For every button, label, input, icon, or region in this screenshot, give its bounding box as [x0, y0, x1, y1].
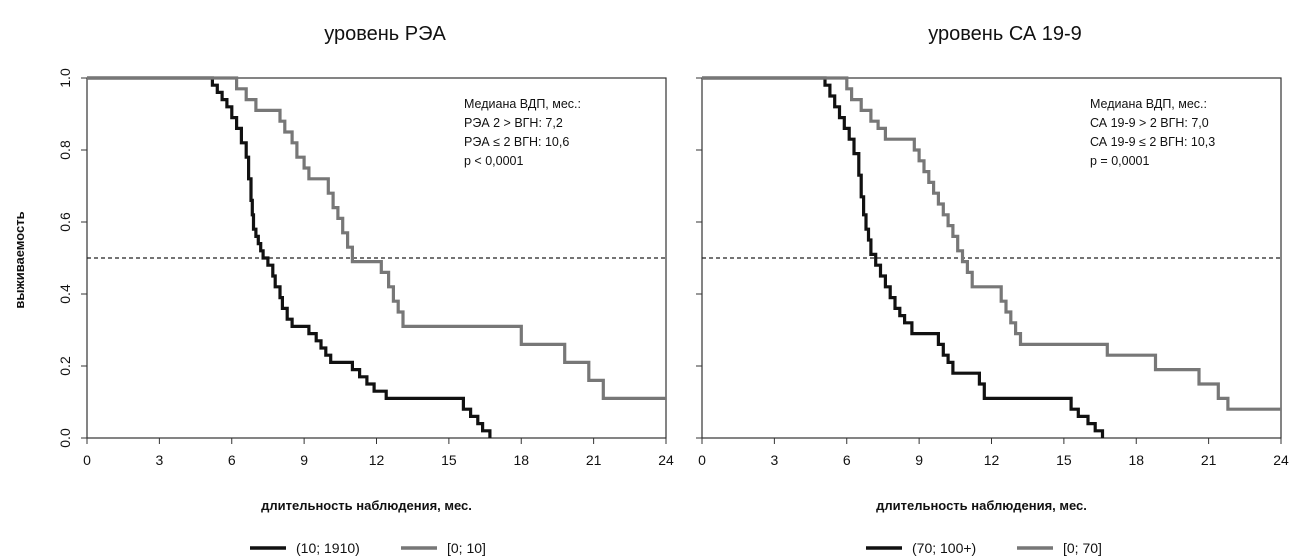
- x-tick-label: 6: [843, 452, 851, 468]
- legend-label: [0; 70]: [1063, 540, 1102, 556]
- survival-curve-2: [87, 76, 666, 400]
- y-axis-label: выживаемость: [12, 211, 27, 308]
- x-tick-label: 3: [155, 452, 163, 468]
- x-tick-label: 21: [1201, 452, 1217, 468]
- y-tick-label: 0.0: [57, 428, 73, 448]
- x-tick-label: 9: [915, 452, 923, 468]
- y-tick-label: 0.2: [57, 356, 73, 376]
- annotation-line: p < 0,0001: [464, 154, 523, 168]
- x-tick-label: 18: [1128, 452, 1144, 468]
- x-tick-label: 18: [513, 452, 529, 468]
- x-axis-label: длительность наблюдения, мес.: [876, 498, 1087, 513]
- survival-curve-2: [702, 76, 1281, 411]
- annotation-line: РЭА 2 > ВГН: 7,2: [464, 116, 563, 130]
- x-tick-label: 3: [770, 452, 778, 468]
- x-axis-label: длительность наблюдения, мес.: [261, 498, 472, 513]
- chart-title: уровень РЭА: [324, 23, 446, 45]
- x-tick-label: 0: [83, 452, 91, 468]
- chart-panel-2: уровень СА 19-9 0 3 6 9 12 15 18 21 24 Медиана ВДП…: [696, 23, 1289, 556]
- chart-panel-1: уровень РЭА 0 3 6 9 12 15 18 21 24 0.0 0.2 0.4 0.6 0.8…: [57, 23, 674, 556]
- annotation-line: СА 19-9 > 2 ВГН: 7,0: [1090, 116, 1209, 130]
- x-tick-label: 21: [586, 452, 602, 468]
- y-tick-label: 0.4: [57, 284, 73, 304]
- x-tick-label: 0: [698, 452, 706, 468]
- legend-label: (10; 1910): [296, 540, 360, 556]
- x-tick-label: 24: [1273, 452, 1289, 468]
- y-tick-label: 0.8: [57, 140, 73, 160]
- x-tick-label: 15: [1056, 452, 1072, 468]
- survival-curve-1: [87, 76, 492, 438]
- x-tick-label: 24: [658, 452, 674, 468]
- annotation-line: p = 0,0001: [1090, 154, 1149, 168]
- annotation-line: Медиана ВДП, мес.:: [1090, 97, 1207, 111]
- legend-label: [0; 10]: [447, 540, 486, 556]
- legend-label: (70; 100+): [912, 540, 976, 556]
- chart-title: уровень СА 19-9: [928, 23, 1082, 45]
- x-tick-label: 9: [300, 452, 308, 468]
- y-tick-label: 0.6: [57, 212, 73, 232]
- annotation-line: Медиана ВДП, мес.:: [464, 97, 581, 111]
- y-tick-label: 1.0: [57, 68, 73, 88]
- annotation-line: СА 19-9 ≤ 2 ВГН: 10,3: [1090, 135, 1215, 149]
- x-tick-label: 12: [369, 452, 385, 468]
- x-tick-label: 15: [441, 452, 457, 468]
- x-tick-label: 12: [984, 452, 1000, 468]
- x-tick-label: 6: [228, 452, 236, 468]
- annotation-line: РЭА ≤ 2 ВГН: 10,6: [464, 135, 569, 149]
- survival-curve-1: [702, 76, 1105, 438]
